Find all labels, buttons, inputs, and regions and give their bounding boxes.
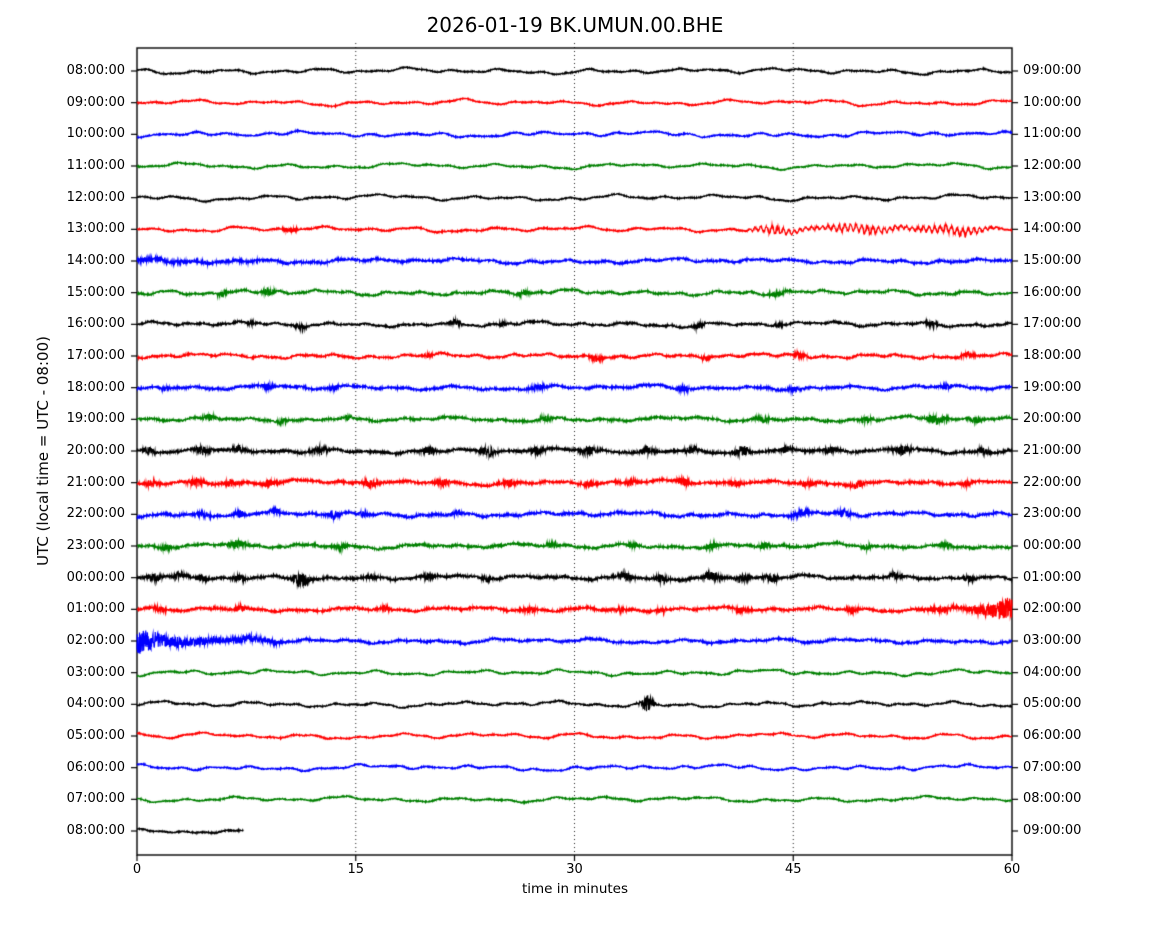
utc-time-label: 09:00:00 <box>66 94 125 110</box>
utc-time-label: 22:00:00 <box>66 506 125 522</box>
y-axis-label: UTC (local time = UTC - 08:00) <box>34 336 52 566</box>
local-time-label: 16:00:00 <box>1023 284 1082 300</box>
local-time-label: 04:00:00 <box>1023 664 1082 680</box>
utc-time-label: 05:00:00 <box>66 728 125 743</box>
local-time-label: 23:00:00 <box>1023 506 1082 522</box>
utc-time-label: 18:00:00 <box>66 379 125 395</box>
utc-time-label: 13:00:00 <box>66 221 125 237</box>
x-tick-label: 15 <box>347 862 365 877</box>
local-time-label: 15:00:00 <box>1023 253 1082 268</box>
utc-time-label: 23:00:00 <box>66 538 125 553</box>
local-time-label: 02:00:00 <box>1023 601 1082 617</box>
utc-time-label: 07:00:00 <box>66 791 125 807</box>
x-tick-label: 30 <box>566 862 583 877</box>
local-time-label: 22:00:00 <box>1023 474 1082 490</box>
utc-time-label: 08:00:00 <box>66 823 125 838</box>
utc-time-label: 15:00:00 <box>66 284 125 300</box>
local-time-label: 13:00:00 <box>1023 189 1082 205</box>
utc-time-label: 19:00:00 <box>66 411 125 427</box>
local-time-label: 07:00:00 <box>1023 759 1082 775</box>
local-time-label: 05:00:00 <box>1023 696 1082 712</box>
utc-time-label: 20:00:00 <box>66 443 125 458</box>
local-time-label: 10:00:00 <box>1023 94 1082 110</box>
local-time-label: 08:00:00 <box>1023 791 1082 807</box>
x-tick-label: 45 <box>784 862 802 877</box>
utc-time-label: 17:00:00 <box>66 348 125 363</box>
local-time-label: 01:00:00 <box>1023 569 1082 585</box>
local-time-label: 17:00:00 <box>1023 316 1082 332</box>
chart-title: 2026-01-19 BK.UMUN.00.BHE <box>426 13 724 37</box>
utc-time-label: 02:00:00 <box>66 633 125 648</box>
utc-time-label: 21:00:00 <box>66 474 125 490</box>
utc-time-label: 10:00:00 <box>66 126 125 142</box>
utc-time-label: 12:00:00 <box>66 189 125 205</box>
local-time-label: 12:00:00 <box>1023 158 1082 173</box>
local-time-label: 14:00:00 <box>1023 221 1082 237</box>
utc-time-label: 14:00:00 <box>66 253 125 268</box>
local-time-label: 00:00:00 <box>1023 538 1082 553</box>
local-time-label: 06:00:00 <box>1023 728 1082 743</box>
local-time-label: 19:00:00 <box>1023 379 1082 395</box>
utc-time-label: 08:00:00 <box>66 63 125 78</box>
utc-time-label: 06:00:00 <box>66 759 125 775</box>
local-time-label: 21:00:00 <box>1023 443 1082 458</box>
local-time-label: 20:00:00 <box>1023 411 1082 427</box>
local-time-label: 11:00:00 <box>1023 126 1082 142</box>
x-tick-label: 60 <box>1003 862 1021 877</box>
local-time-label: 03:00:00 <box>1023 633 1082 648</box>
utc-time-label: 01:00:00 <box>66 601 125 617</box>
x-axis-label: time in minutes <box>521 881 629 897</box>
x-tick-label: 0 <box>132 862 142 877</box>
local-time-label: 09:00:00 <box>1023 823 1082 838</box>
utc-time-label: 11:00:00 <box>66 158 125 173</box>
utc-time-label: 03:00:00 <box>66 664 125 680</box>
utc-time-label: 00:00:00 <box>66 569 125 585</box>
local-time-label: 09:00:00 <box>1023 63 1082 78</box>
utc-time-label: 16:00:00 <box>66 316 125 332</box>
local-time-label: 18:00:00 <box>1023 348 1082 363</box>
utc-time-label: 04:00:00 <box>66 696 125 712</box>
